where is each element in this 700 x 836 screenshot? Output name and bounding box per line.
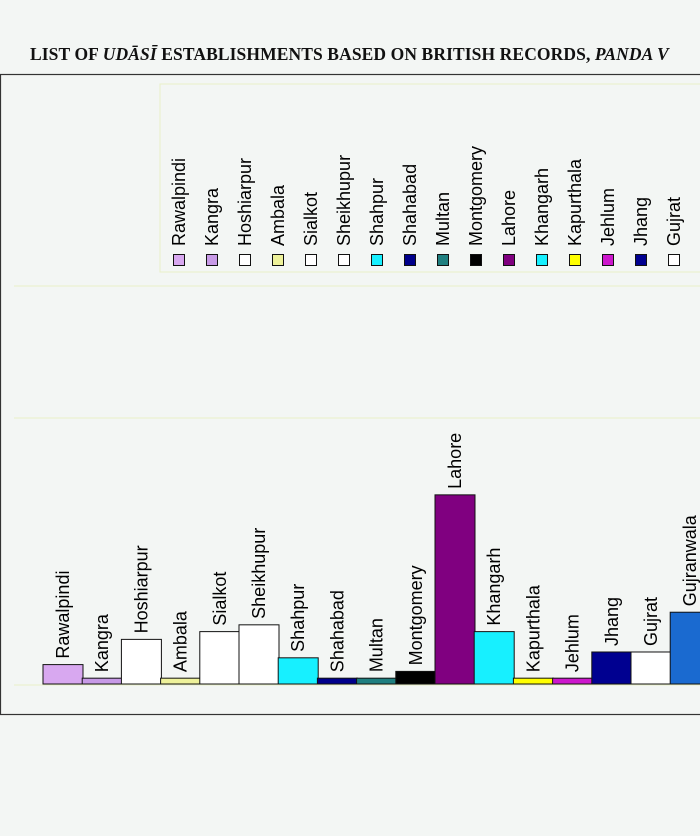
- bar-labels: Rawalpindi Kangra Hoshiarpur Ambala Sialkot S…: [53, 433, 700, 672]
- bar-label: Hoshiarpur: [131, 545, 151, 633]
- bar-label: Multan: [367, 618, 387, 672]
- legend-swatch: [437, 254, 449, 266]
- legend-label: Kapurthala: [565, 158, 585, 246]
- bar: [552, 677, 594, 685]
- bar: [238, 624, 280, 685]
- bar-label: Khangarh: [484, 548, 504, 626]
- bar-label: Lahore: [445, 433, 465, 489]
- legend-label: Kangra: [202, 187, 222, 246]
- legend-swatch: [173, 254, 185, 266]
- legend-label: Shahabad: [400, 164, 420, 246]
- legend-swatch: [536, 254, 548, 266]
- legend-label: Rawalpindi: [169, 158, 189, 246]
- bar: [630, 651, 672, 685]
- legend-swatch: [404, 254, 416, 266]
- bar-label: Sheikhupur: [249, 528, 269, 619]
- bars: [42, 494, 700, 685]
- legend: Rawalpindi Kangra Hoshiarpur Ambala Sialkot S…: [169, 146, 684, 266]
- legend-swatch: [503, 254, 515, 266]
- bar-label: Gujrat: [641, 597, 661, 646]
- legend-label: Hoshiarpur: [235, 158, 255, 246]
- bar-label: Sialkot: [210, 572, 230, 626]
- legend-swatch: [602, 254, 614, 266]
- bar-label: Jehlum: [563, 614, 583, 672]
- legend-swatch: [305, 254, 317, 266]
- legend-swatch: [470, 254, 482, 266]
- bar-label: Shahabad: [327, 590, 347, 672]
- bar: [669, 611, 700, 685]
- legend-swatch: [668, 254, 680, 266]
- bar-label: Rawalpindi: [53, 571, 73, 659]
- legend-label: Jhang: [631, 197, 651, 246]
- bar-label: Ambala: [171, 610, 191, 672]
- legend-label: Lahore: [499, 190, 519, 246]
- legend-swatch: [272, 254, 284, 266]
- bar-label: Kangra: [92, 613, 112, 672]
- legend-swatch: [569, 254, 581, 266]
- legend-swatch: [239, 254, 251, 266]
- legend-label: Jehlum: [598, 188, 618, 246]
- legend-label: Sheikhupur: [334, 155, 354, 246]
- legend-box: [159, 83, 700, 273]
- legend-swatch: [338, 254, 350, 266]
- bar: [591, 651, 633, 685]
- bar: [473, 631, 515, 685]
- legend-label: Sialkot: [301, 192, 321, 246]
- bar: [199, 631, 241, 685]
- bar: [120, 638, 162, 685]
- bar-label: Jhang: [602, 597, 622, 646]
- bar: [160, 677, 202, 685]
- legend-label: Gujrat: [664, 197, 684, 246]
- bar-label: Gujranwala: [680, 514, 700, 606]
- bar: [356, 677, 398, 685]
- bar: [512, 677, 554, 685]
- bar: [316, 677, 358, 685]
- legend-label: Khangarh: [532, 168, 552, 246]
- chart-title: LIST OF UDĀSĪ ESTABLISHMENTS BASED ON BR…: [30, 44, 669, 64]
- bar: [277, 657, 319, 685]
- bar-label: Montgomery: [406, 565, 426, 665]
- bar-label: Shahpur: [288, 584, 308, 652]
- legend-label: Montgomery: [466, 146, 486, 246]
- bar: [42, 664, 84, 685]
- legend-swatch: [206, 254, 218, 266]
- legend-label: Multan: [433, 192, 453, 246]
- legend-label: Shahpur: [367, 178, 387, 246]
- legend-swatch: [635, 254, 647, 266]
- bar: [81, 677, 123, 685]
- legend-swatch: [371, 254, 383, 266]
- bar: [434, 494, 476, 685]
- bar-label: Kapurthala: [523, 584, 543, 672]
- bar: [395, 670, 437, 685]
- plot-frame: [0, 73, 700, 716]
- legend-label: Ambala: [268, 184, 288, 246]
